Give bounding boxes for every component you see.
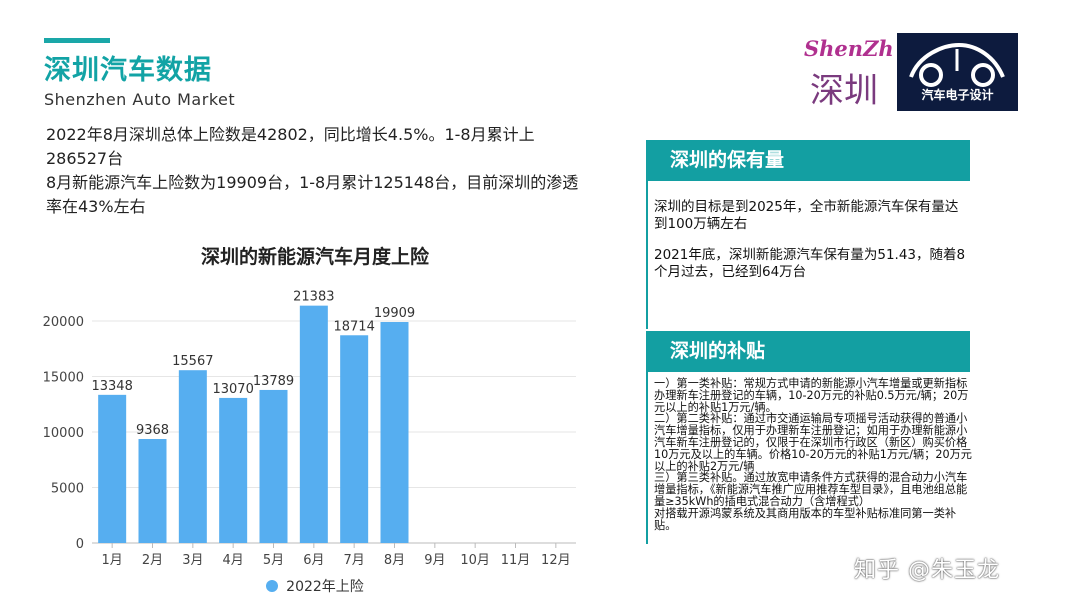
data-label: 9368 (136, 423, 169, 438)
panel-body-subsidy: 一）第一类补贴：常规方式申请的新能源小汽车增量或更新指标办理新车注册登记的车辆，… (654, 378, 976, 531)
data-label: 21383 (293, 290, 334, 305)
x-tick-label: 7月 (344, 553, 365, 568)
logo1-script: ShenZhen (804, 36, 892, 61)
title-accent-bar (44, 38, 110, 43)
legend-swatch (266, 580, 279, 592)
x-tick-label: 12月 (541, 553, 571, 568)
watermark: 知乎 @朱玉龙 (854, 558, 1000, 583)
data-label: 15567 (172, 354, 213, 369)
car-outline-icon (909, 42, 1005, 87)
subsidy-item-1: 一）第一类补贴：常规方式申请的新能源小汽车增量或更新指标办理新车注册登记的车辆，… (654, 377, 969, 414)
subsidy-item-3: 三）第三类补贴。通过放宽申请条件方式获得的混合动力小汽车增量指标，《新能源汽车推… (654, 471, 968, 508)
y-tick-label: 20000 (43, 315, 84, 330)
bar (259, 389, 288, 543)
intro-line-2: 8月新能源汽车上险数为19909台，1-8月累计125148台，目前深圳的渗透率… (46, 173, 579, 216)
panel-heading-ownership: 深圳的保有量 (646, 140, 970, 181)
ownership-para-1: 深圳的目标是到2025年，全市新能源汽车保有量达到100万辆左右 (654, 199, 959, 232)
chart-title: 深圳的新能源汽车月度上险 (200, 246, 429, 268)
logo2-text: 汽车电子设计 (921, 88, 994, 102)
panel-divider-2 (646, 372, 648, 544)
bar-chart: 0 5000 10000 15000 20000 13348 1月 9368 2月 15567 3月… (43, 290, 576, 568)
shenzhen-logo: ShenZhen 深圳 (804, 36, 892, 111)
panel-heading-subsidy: 深圳的补贴 (646, 331, 970, 372)
bar (178, 370, 207, 543)
subsidy-item-4: 对搭载开源鸿蒙系统及其商用版本的车型补贴标准同第一类补贴。 (654, 506, 957, 532)
panel-body-ownership: 深圳的目标是到2025年，全市新能源汽车保有量达到100万辆左右 2021年底，… (654, 199, 970, 281)
bar (340, 335, 369, 543)
bar (299, 305, 328, 543)
page-subtitle: Shenzhen Auto Market (44, 90, 236, 109)
page-title: 深圳汽车数据 (44, 55, 212, 86)
data-label: 18714 (333, 319, 374, 334)
x-tick-label: 10月 (460, 553, 490, 568)
panel-divider-1 (646, 181, 648, 329)
y-tick-label: 15000 (43, 371, 84, 386)
x-tick-label: 3月 (182, 553, 203, 568)
x-tick-label: 11月 (501, 553, 531, 568)
data-label: 13789 (253, 374, 294, 389)
x-tick-label: 4月 (223, 553, 244, 568)
ownership-para-2: 2021年底，深圳新能源汽车保有量为51.43，随着8个月过去，已经到64万台 (654, 247, 966, 280)
x-tick-label: 6月 (303, 553, 324, 568)
logo1-text: 深圳 (810, 71, 878, 111)
intro-line-1: 2022年8月深圳总体上险数是42802，同比增长4.5%。1-8月累计上286… (46, 125, 535, 168)
bar (219, 397, 248, 543)
data-label: 19909 (374, 306, 415, 321)
x-tick-label: 5月 (263, 553, 284, 568)
x-tick-label: 2月 (142, 553, 163, 568)
y-tick-label: 0 (76, 537, 84, 552)
chart-legend: 2022年上险 (0, 576, 630, 596)
y-tick-label: 10000 (43, 426, 84, 441)
bar (138, 439, 167, 543)
auto-electronics-logo: 汽车电子设计 (897, 33, 1018, 111)
subsidy-item-2: 二）第二类补贴：通过市交通运输局专项摇号活动获得的普通小汽车增量指标，仅用于办理… (654, 412, 972, 473)
data-label: 13070 (212, 382, 253, 397)
x-tick-label: 9月 (424, 553, 445, 568)
y-tick-label: 5000 (51, 482, 84, 497)
bar (98, 394, 127, 543)
legend-label: 2022年上险 (286, 579, 364, 595)
bar (380, 322, 409, 543)
data-label: 13348 (91, 379, 132, 394)
x-tick-label: 1月 (102, 553, 123, 568)
x-tick-label: 8月 (384, 553, 405, 568)
intro-text: 2022年8月深圳总体上险数是42802，同比增长4.5%。1-8月累计上286… (46, 123, 586, 219)
